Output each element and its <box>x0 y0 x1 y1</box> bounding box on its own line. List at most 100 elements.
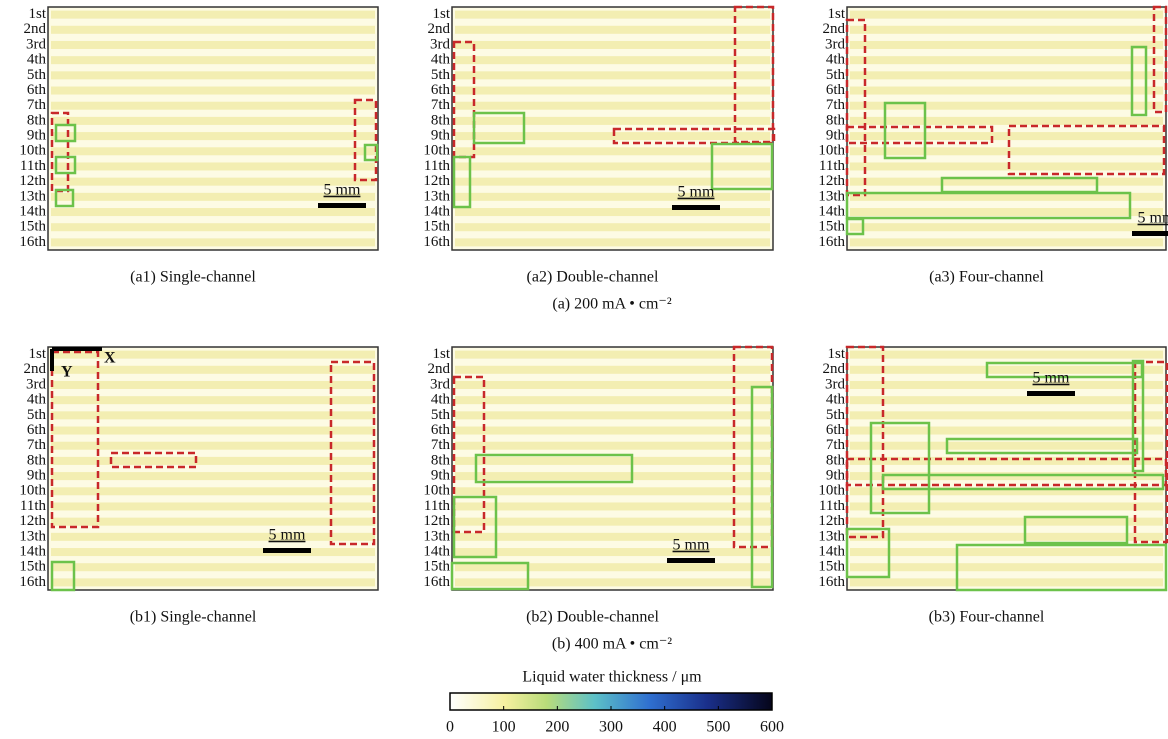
channel-stripe <box>455 350 770 359</box>
channel-stripe <box>455 25 770 34</box>
row-label: 6th <box>826 422 846 438</box>
row-label: 5th <box>431 67 451 83</box>
green-box <box>54 155 77 175</box>
channel-stripe <box>850 223 1163 232</box>
row-label: 5th <box>431 407 451 423</box>
red-dashed-box <box>845 18 867 197</box>
channel-stripe <box>51 548 375 557</box>
channel-stripe <box>455 472 770 481</box>
scale-bar <box>1027 391 1075 396</box>
scale-bar-label: 5 mm <box>1033 370 1070 387</box>
channel-stripe <box>51 132 375 141</box>
row-label: 13th <box>19 188 46 204</box>
channel-stripe <box>51 101 375 110</box>
row-label: 4th <box>826 52 846 68</box>
row-label: 8th <box>27 452 47 468</box>
row-label: 12th <box>19 513 46 529</box>
row-label: 13th <box>19 528 46 544</box>
channel-stripe <box>51 578 375 587</box>
channel-stripe <box>455 411 770 420</box>
row-label: 2nd <box>24 21 47 37</box>
row-label: 9th <box>826 468 846 484</box>
red-dashed-box <box>50 350 100 529</box>
row-label: 1st <box>432 346 450 362</box>
scale-bar <box>672 205 720 210</box>
row-label: 14th <box>818 203 845 219</box>
green-box <box>955 543 1168 592</box>
row-label: 1st <box>827 6 845 22</box>
green-box <box>54 123 77 143</box>
row-label: 3rd <box>825 376 845 392</box>
channel-stripe <box>850 10 1163 19</box>
row-label: 10th <box>19 483 46 499</box>
channel-stripe <box>850 132 1163 141</box>
row-label: 15th <box>423 559 450 575</box>
row-label: 14th <box>19 203 46 219</box>
green-box <box>452 495 498 559</box>
red-dashed-box <box>1007 124 1166 176</box>
channel-stripe <box>850 578 1163 587</box>
scale-bar-label: 5 mm <box>678 184 715 201</box>
row-label: 1st <box>827 346 845 362</box>
green-box <box>1131 359 1145 473</box>
row-label: 14th <box>423 543 450 559</box>
row-label: 4th <box>27 392 47 408</box>
channel-stripe <box>850 40 1163 49</box>
panel-caption: (b2) Double-channel <box>526 609 659 626</box>
channel-stripe <box>455 71 770 80</box>
channel-stripe <box>455 147 770 156</box>
green-box <box>710 142 774 191</box>
channel-stripe <box>850 116 1163 125</box>
row-label: 6th <box>431 82 451 98</box>
panel-caption: (a2) Double-channel <box>527 269 659 286</box>
green-box <box>881 473 1165 491</box>
channel-stripe <box>51 40 375 49</box>
channel-stripe <box>51 411 375 420</box>
colorbar-tick-label: 600 <box>760 719 784 736</box>
red-dashed-box <box>1152 5 1168 114</box>
channel-stripe <box>850 532 1163 541</box>
row-label: 9th <box>431 128 451 144</box>
row-label: 13th <box>423 528 450 544</box>
channel-stripe <box>850 441 1163 450</box>
scale-bar-label: 5 mm <box>1138 210 1168 227</box>
channel-stripe <box>850 396 1163 405</box>
row-label: 3rd <box>825 36 845 52</box>
green-box <box>845 527 891 579</box>
row-label: 5th <box>826 407 846 423</box>
channel-stripe <box>455 426 770 435</box>
channel-stripe <box>455 365 770 374</box>
row-label: 13th <box>818 188 845 204</box>
row-label: 15th <box>818 219 845 235</box>
channel-stripe <box>455 10 770 19</box>
channel-stripe <box>51 192 375 201</box>
red-dashed-box <box>845 345 885 539</box>
channel-stripe <box>455 502 770 511</box>
scale-bar-label: 5 mm <box>269 527 306 544</box>
row-label: 15th <box>19 219 46 235</box>
channel-stripe <box>455 101 770 110</box>
row-label: 11th <box>424 498 451 514</box>
channel-stripe <box>850 456 1163 465</box>
channel-stripe <box>850 101 1163 110</box>
channel-stripe <box>850 162 1163 171</box>
colorbar-tick-label: 100 <box>492 719 516 736</box>
row-label: 10th <box>423 143 450 159</box>
channel-stripe <box>850 86 1163 95</box>
row-label: 1st <box>28 346 46 362</box>
channel-stripe <box>51 86 375 95</box>
row-label: 2nd <box>428 21 451 37</box>
row-label: 12th <box>818 513 845 529</box>
channel-stripe <box>850 380 1163 389</box>
channel-stripe <box>455 487 770 496</box>
channel-stripe <box>455 223 770 232</box>
red-dashed-box <box>329 360 376 546</box>
axis-arrows <box>50 347 102 371</box>
row-label: 1st <box>28 6 46 22</box>
green-box <box>883 101 927 160</box>
row-label: 8th <box>826 452 846 468</box>
row-label: 2nd <box>24 361 47 377</box>
channel-stripe <box>850 177 1163 186</box>
row-label: 11th <box>20 498 47 514</box>
